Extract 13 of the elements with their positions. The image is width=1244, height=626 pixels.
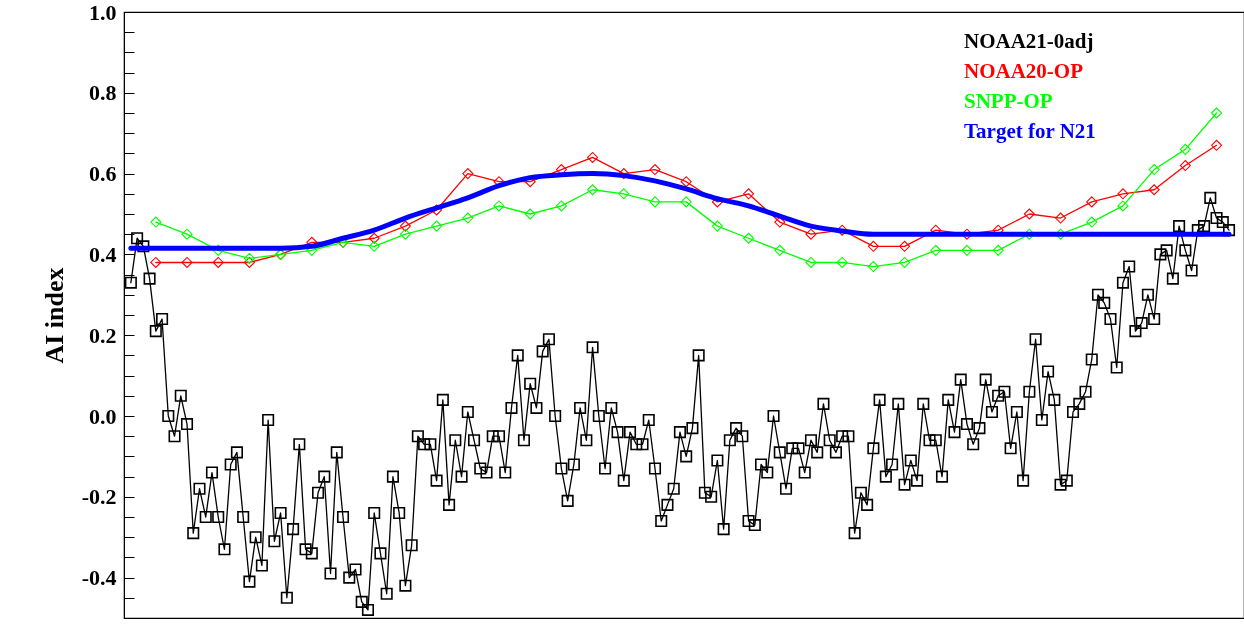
- text: NOAA20-OP: [964, 59, 1084, 83]
- text: Target for N21: [964, 119, 1096, 143]
- y-tick-label: 0.2: [89, 322, 117, 348]
- y-tick-label: 0.6: [89, 161, 117, 187]
- y-tick-label: 0.0: [89, 403, 117, 429]
- y-tick-label: 1.0: [89, 0, 117, 25]
- y-axis-title: AI index: [39, 267, 69, 364]
- y-tick-label: 0.8: [89, 80, 117, 106]
- text: -0.4: [81, 565, 117, 591]
- text: NOAA21-0adj: [964, 29, 1094, 53]
- y-tick-label: -0.2: [81, 484, 117, 510]
- y-tick-label: 0.4: [89, 241, 117, 267]
- text: SNPP-OP: [964, 89, 1053, 113]
